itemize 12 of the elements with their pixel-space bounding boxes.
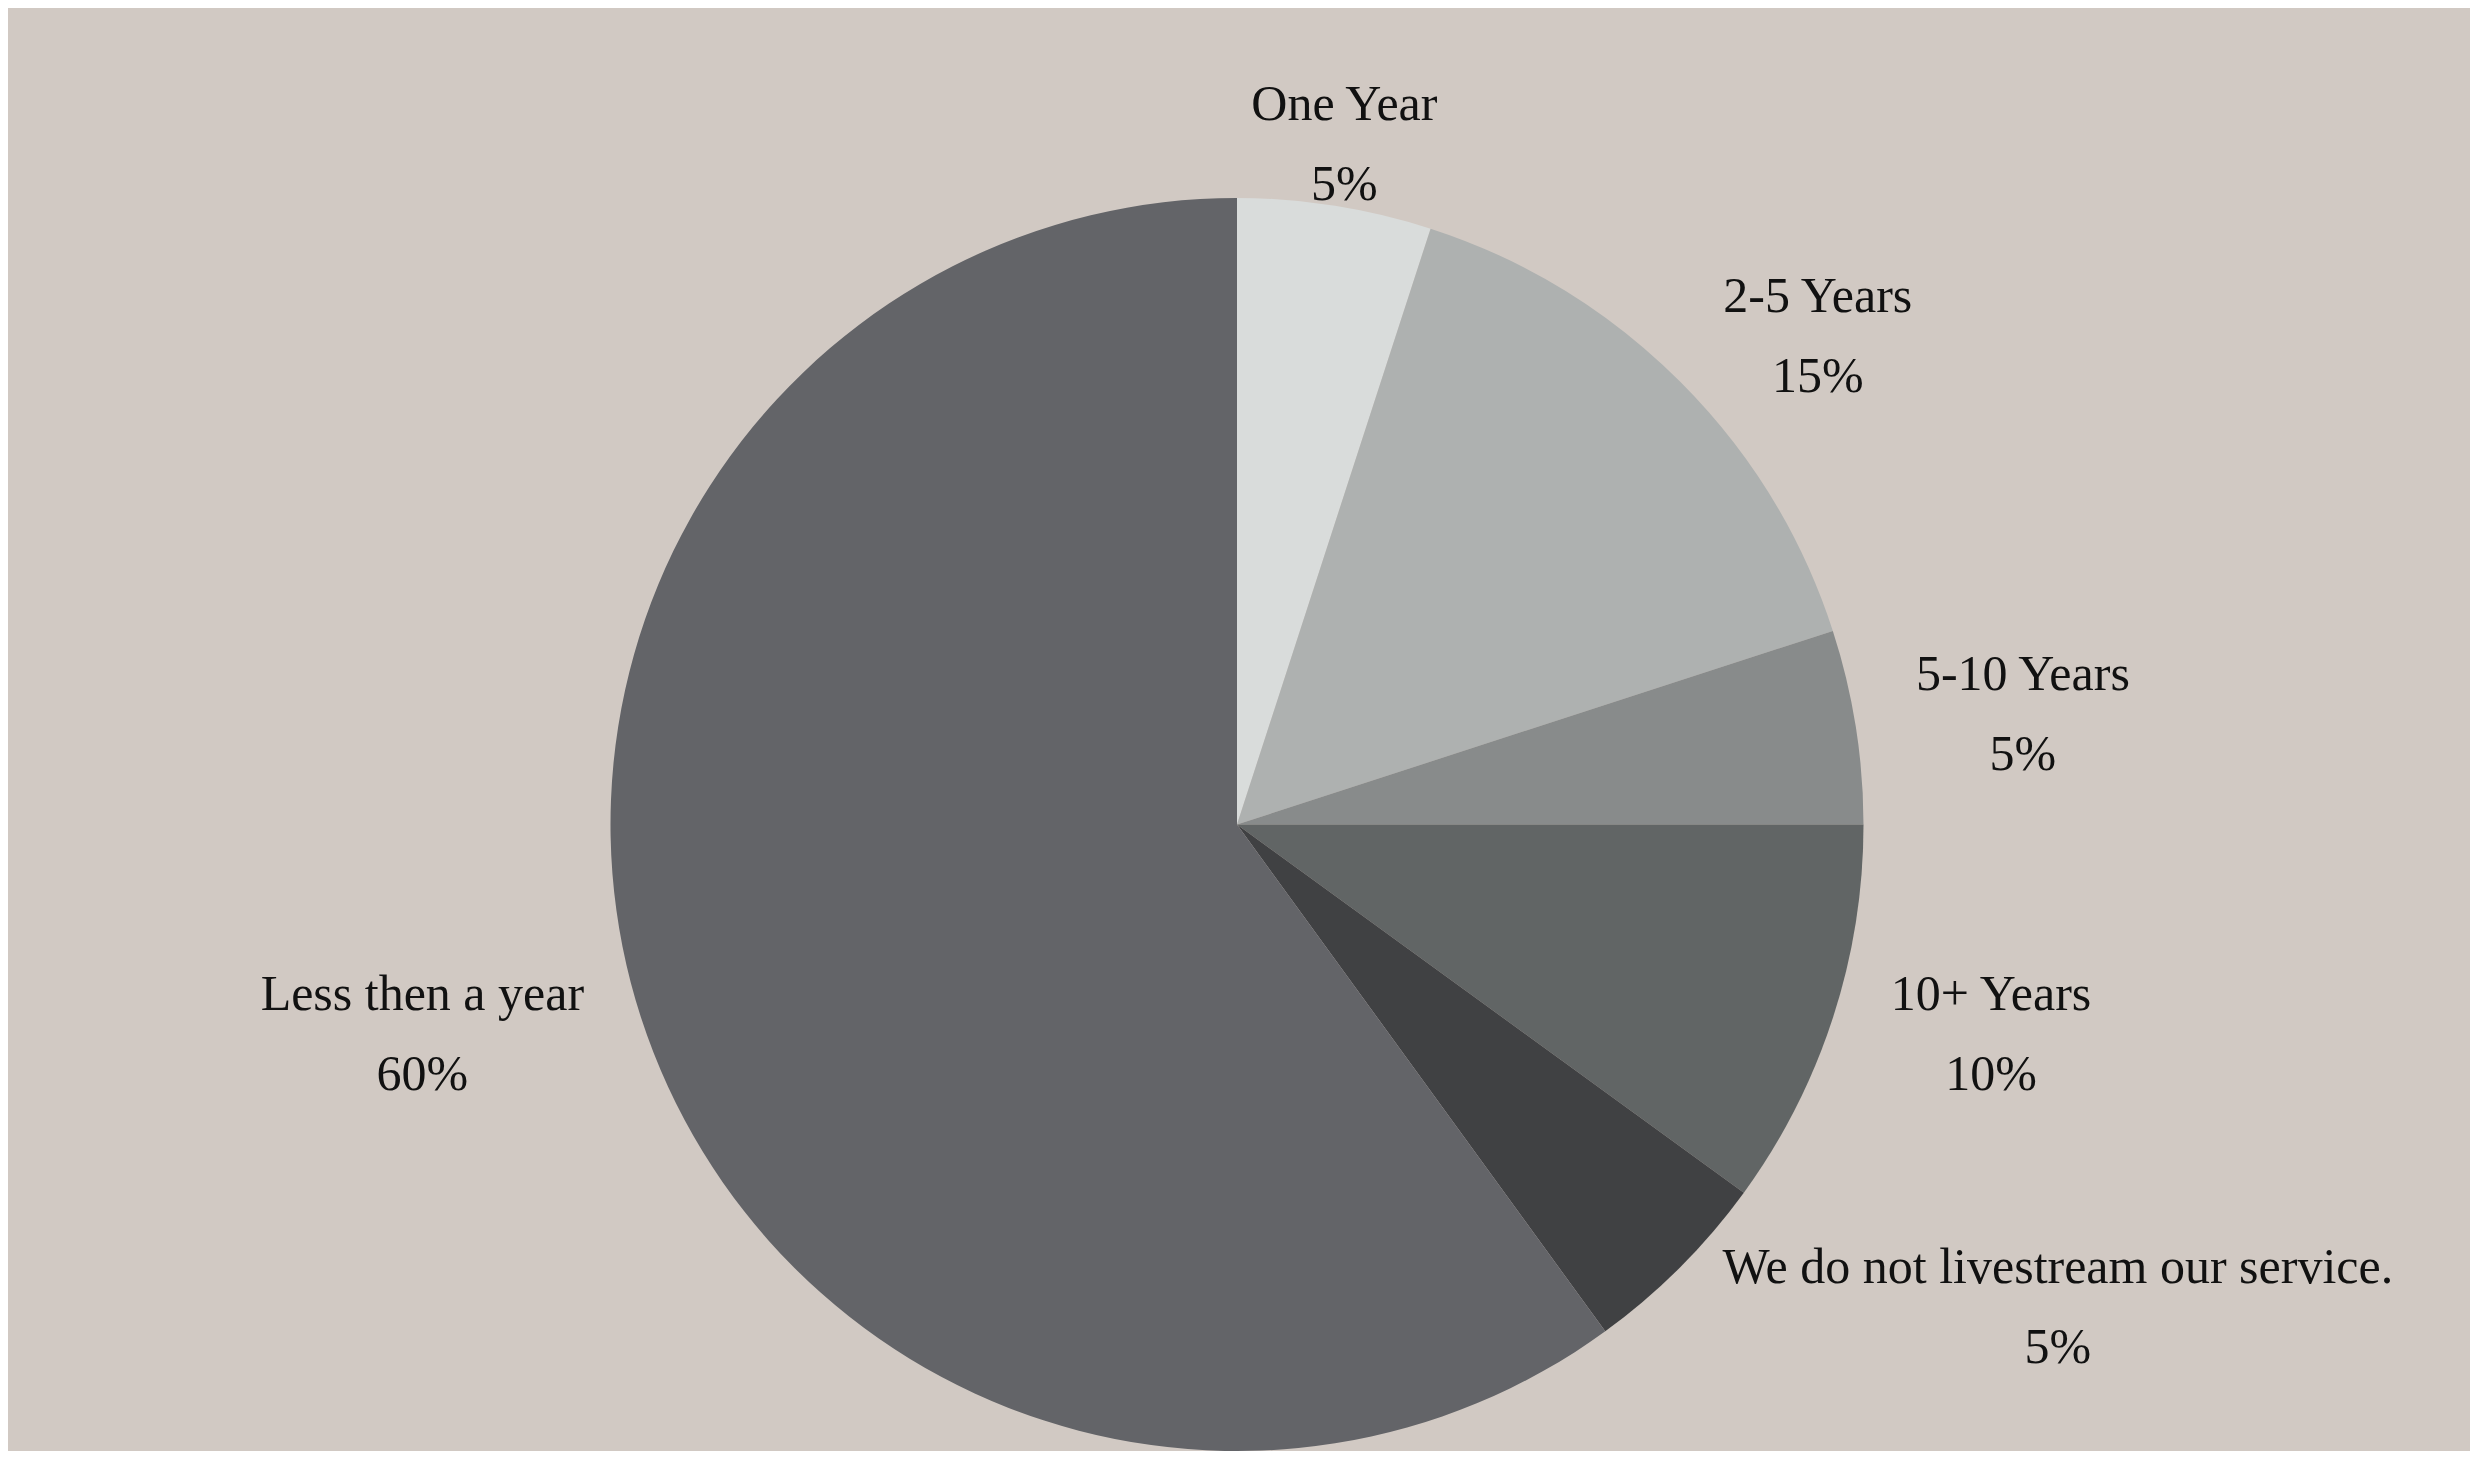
data-label: 5% [1989, 725, 2057, 782]
data-label: 5% [1311, 154, 1378, 211]
slice-label: We do not livestream our service. [1722, 1238, 2394, 1295]
slice-label: Less then a year [260, 964, 585, 1021]
slice-label: 2-5 Years [1723, 267, 1913, 324]
data-label: 15% [1771, 347, 1864, 404]
slice-label: 10+ Years [1890, 964, 2092, 1021]
slice-label: One Year [1251, 74, 1438, 131]
data-label: 10% [1945, 1044, 2037, 1101]
slice-label: 5-10 Years [1915, 645, 2130, 702]
data-label: 5% [2024, 1318, 2092, 1375]
data-label: 60% [376, 1044, 469, 1101]
